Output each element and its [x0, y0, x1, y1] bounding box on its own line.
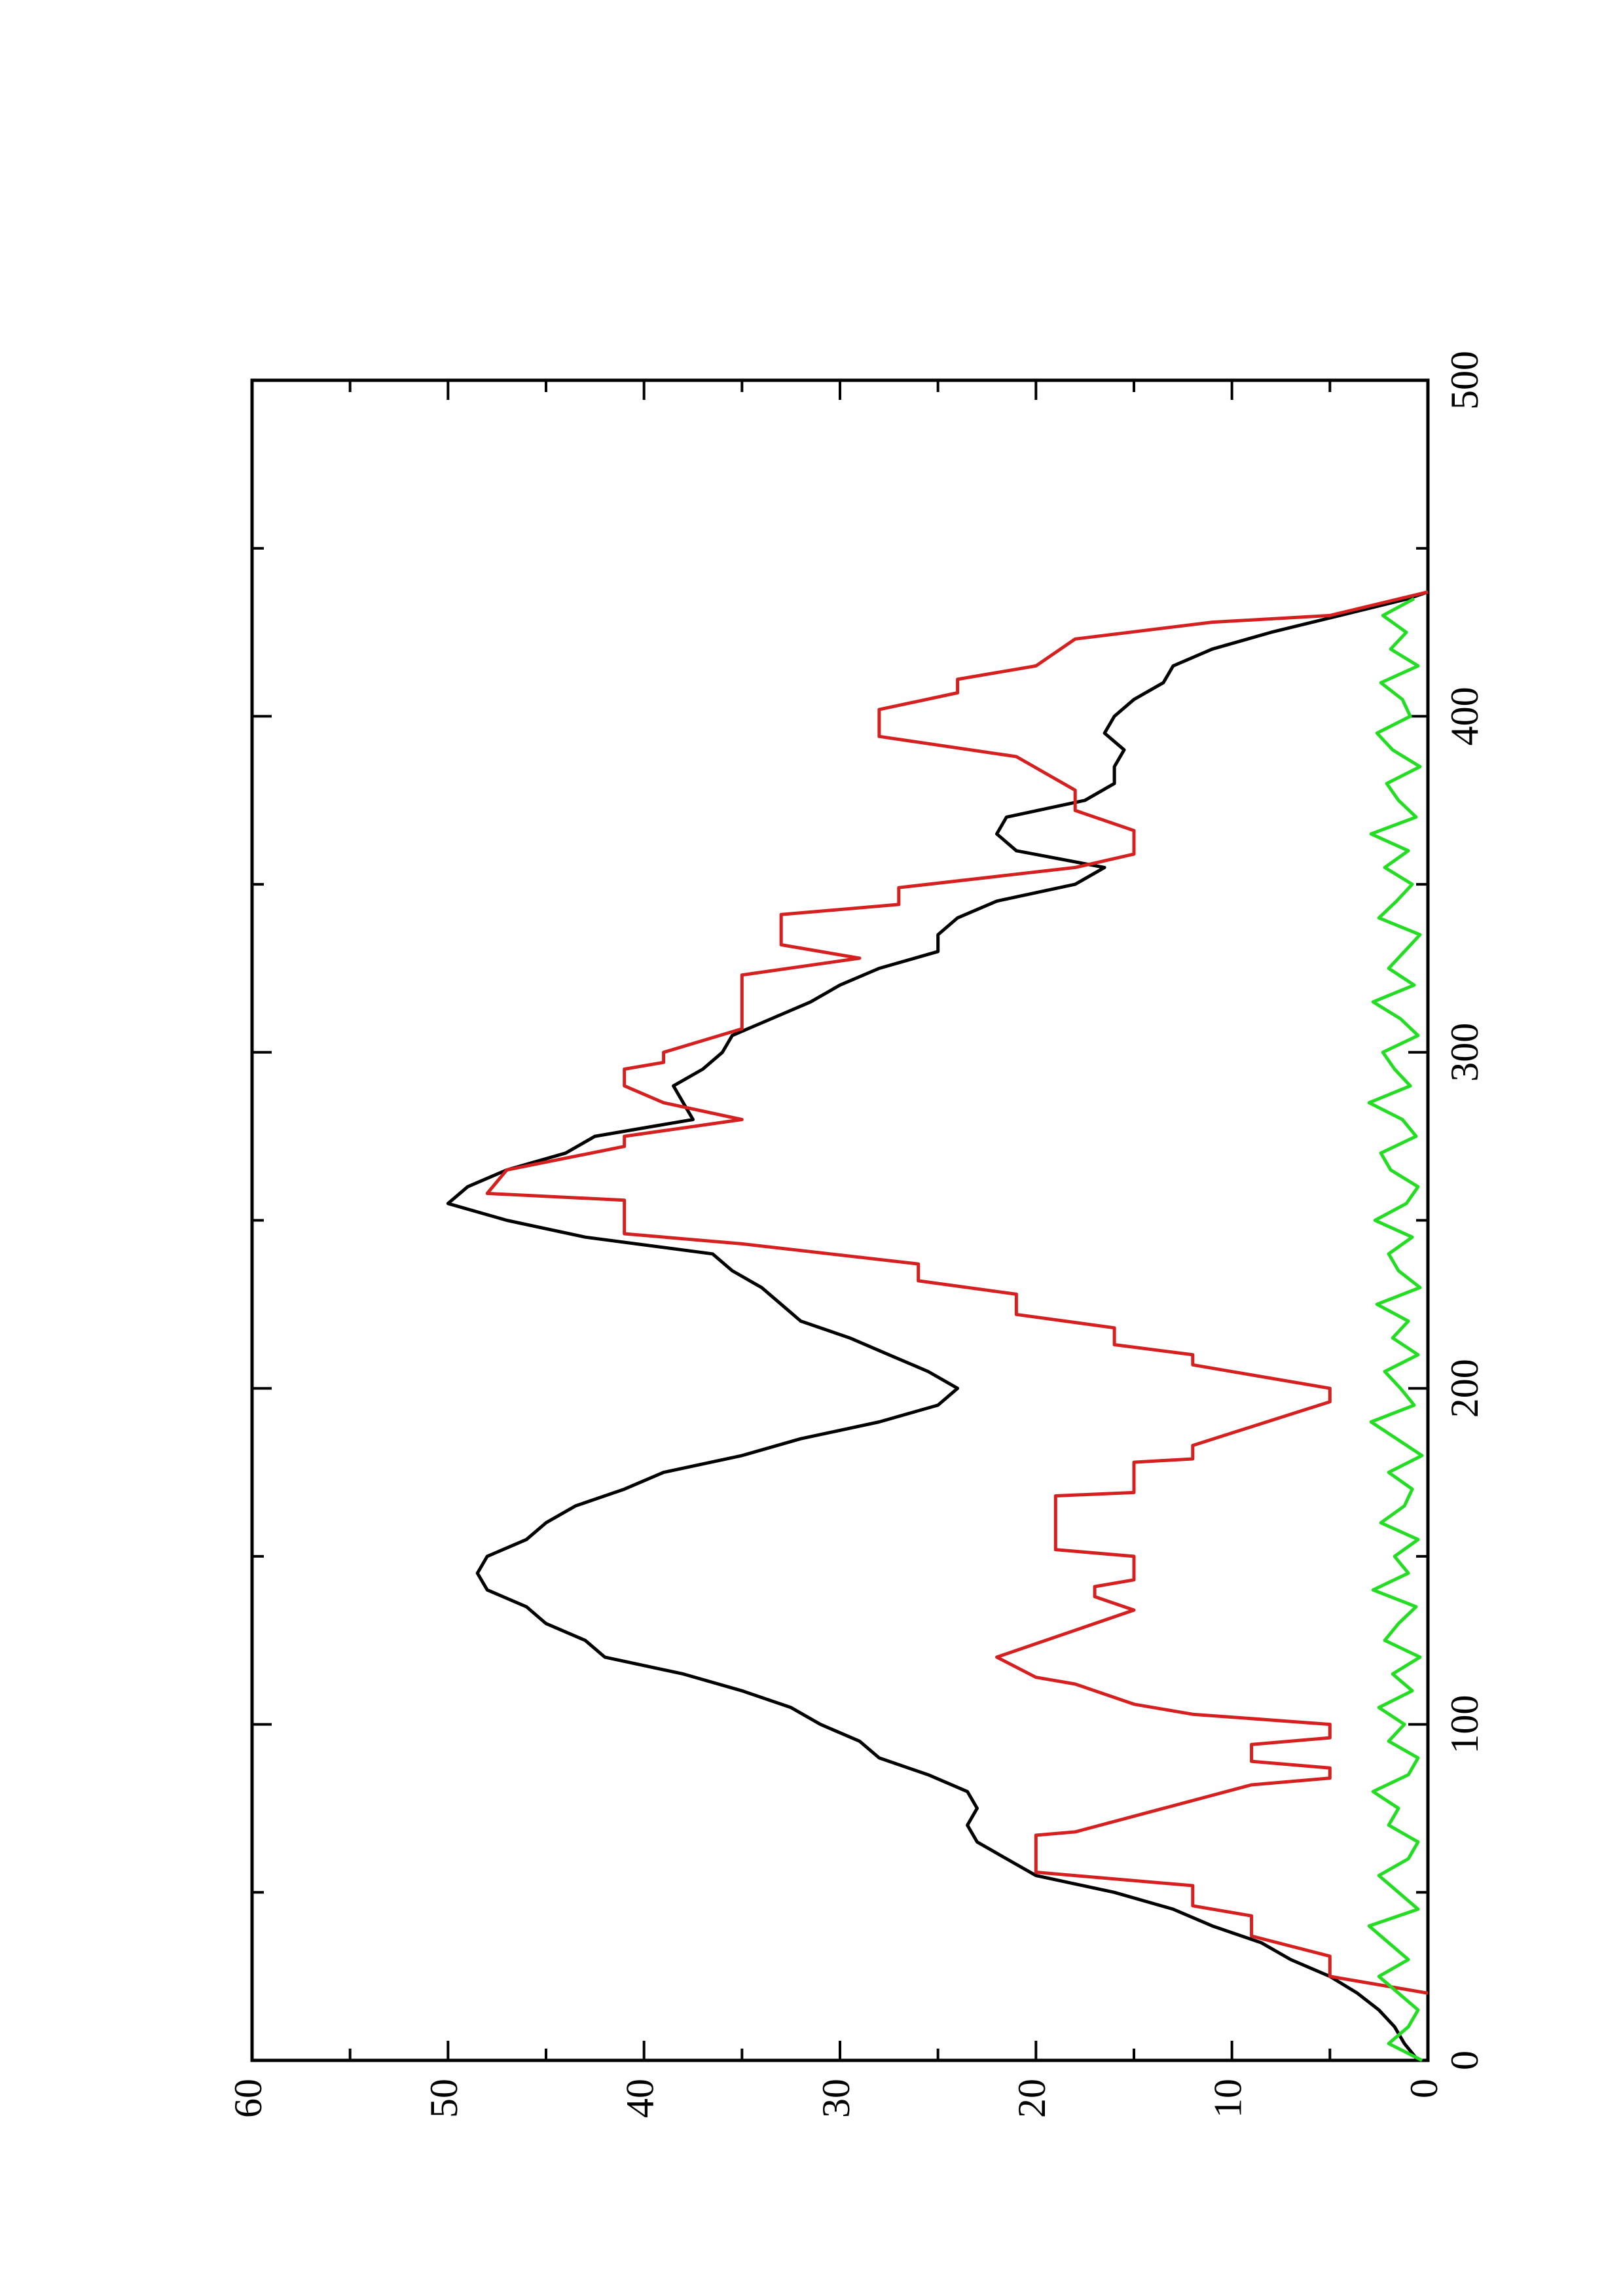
plot-frame: [250, 378, 1430, 2062]
y-tick-label: 50: [422, 2079, 465, 2118]
x-tick-label: 0: [1443, 2051, 1486, 2070]
x-tick-label: 200: [1443, 1359, 1486, 1418]
series-line: [1367, 597, 1424, 2062]
y-tick-label: 0: [1402, 2079, 1446, 2098]
series-line: [485, 590, 1429, 1995]
y-tick-label: 10: [1206, 2079, 1249, 2118]
y-tick-label: 40: [618, 2079, 661, 2118]
y-tick-label: 20: [1010, 2079, 1053, 2118]
y-tick-label: 30: [814, 2079, 858, 2118]
x-tick-label: 300: [1443, 1023, 1486, 1082]
y-tick-label: 60: [227, 2079, 270, 2118]
x-tick-label: 400: [1443, 687, 1486, 745]
x-tick-label: 500: [1443, 351, 1486, 410]
series-line: [446, 590, 1429, 2062]
x-tick-label: 100: [1443, 1695, 1486, 1754]
